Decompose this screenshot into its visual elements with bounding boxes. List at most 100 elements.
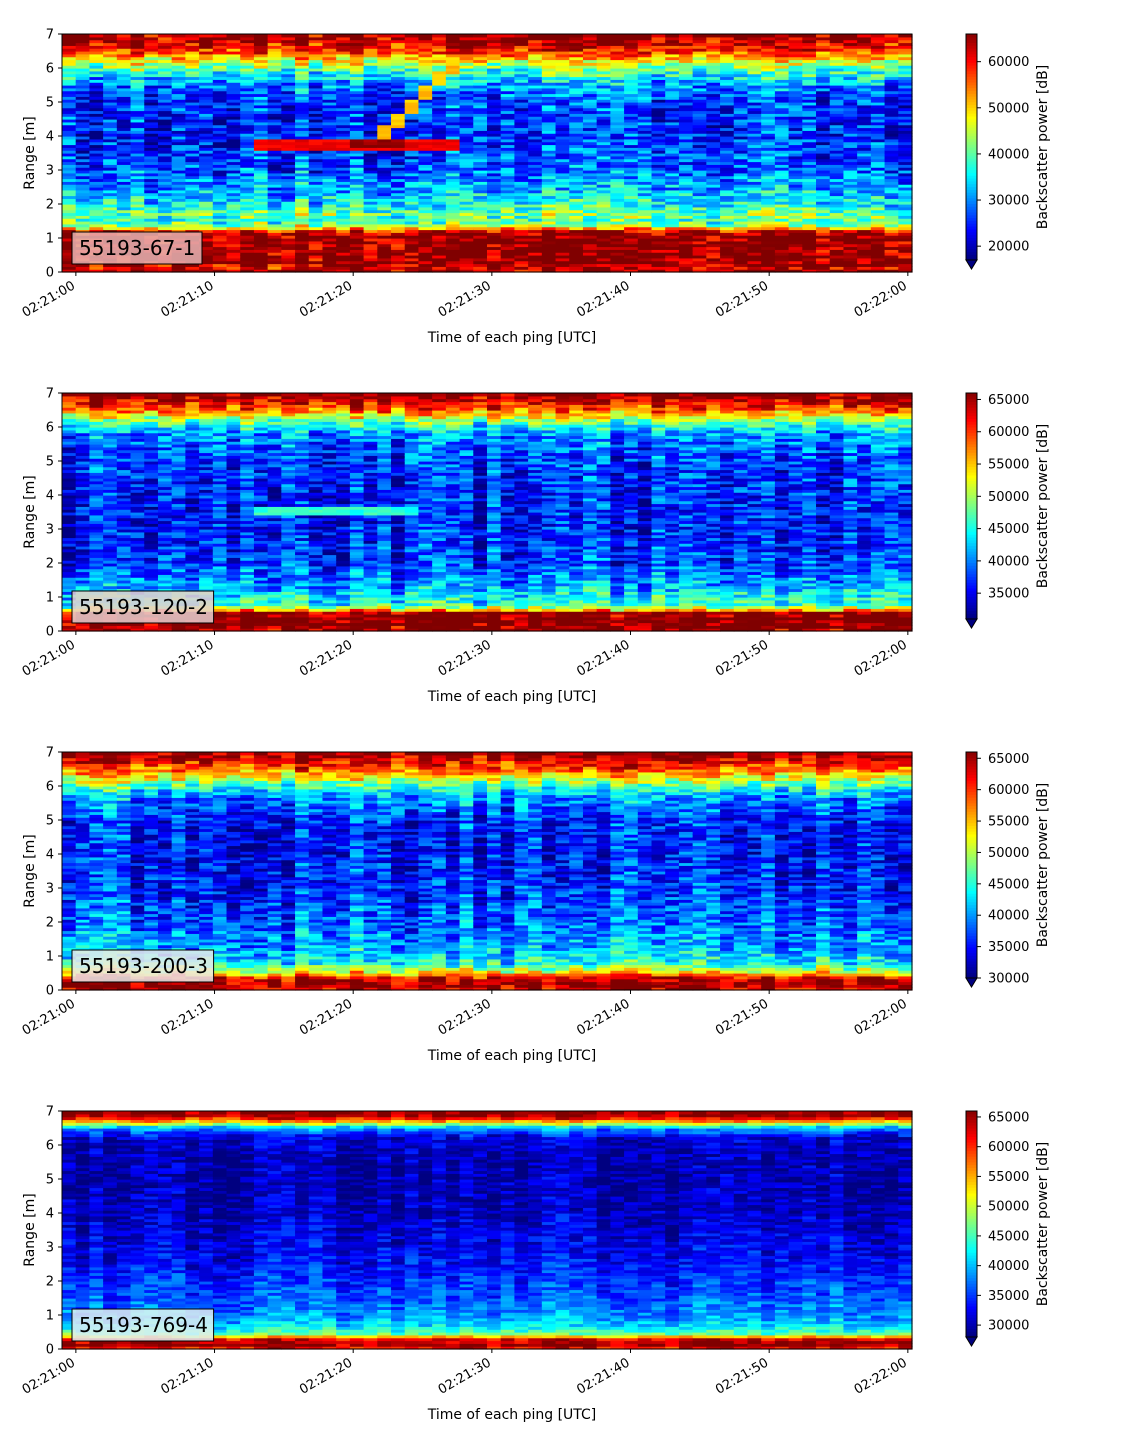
heatmap-cell [130, 102, 145, 106]
heatmap-cell [445, 215, 461, 219]
heatmap-cell [240, 232, 255, 236]
heatmap-cell [555, 96, 570, 100]
heatmap-cell [624, 147, 639, 151]
heatmap-cell [624, 238, 639, 242]
heatmap-cell [267, 102, 282, 106]
heatmap-cell [500, 141, 516, 146]
heatmap-cell [706, 181, 721, 185]
heatmap-cell [582, 73, 598, 78]
heatmap-cell [130, 229, 145, 233]
heatmap-cell [322, 167, 337, 171]
heatmap-cell [404, 130, 420, 134]
heatmap-cell [487, 113, 502, 117]
heatmap-cell [514, 62, 529, 66]
heatmap-cell [157, 263, 173, 267]
heatmap-cell [692, 240, 707, 245]
heatmap-cell [843, 223, 858, 228]
heatmap-cell [144, 39, 159, 44]
heatmap-cell [555, 48, 570, 52]
heatmap-cell [610, 161, 625, 165]
heatmap-cell [500, 229, 516, 233]
heatmap-cell [363, 141, 378, 146]
heatmap-cell [404, 249, 420, 253]
heatmap-cell [665, 232, 680, 236]
heatmap-cell [624, 266, 639, 270]
heatmap-cell [665, 51, 680, 55]
heatmap-cell [391, 45, 406, 49]
heatmap-cell [555, 36, 570, 41]
heatmap-cell [322, 104, 337, 109]
heatmap-cell [487, 119, 502, 123]
heatmap-cell [569, 206, 584, 211]
heatmap-cell [720, 53, 735, 58]
heatmap-cell [418, 51, 433, 55]
heatmap-cell [157, 102, 173, 106]
heatmap-cell [473, 153, 488, 157]
heatmap-cell [226, 53, 241, 58]
heatmap-cell [788, 260, 803, 265]
heatmap-cell [75, 215, 91, 219]
heatmap-cell [761, 189, 776, 194]
heatmap-cell [829, 175, 845, 180]
heatmap-cell [596, 164, 611, 168]
heatmap-cell [199, 238, 214, 242]
heatmap-cell [253, 113, 269, 117]
heatmap-cell [349, 246, 365, 250]
heatmap-cell [678, 249, 694, 253]
heatmap-cell [226, 195, 241, 199]
heatmap-cell [308, 175, 324, 180]
heatmap-cell [582, 150, 598, 154]
heatmap-cell [322, 246, 337, 250]
heatmap-cell [610, 252, 625, 256]
heatmap-cell [308, 144, 324, 148]
heatmap-cell [500, 238, 516, 242]
heatmap-cell [665, 175, 680, 180]
heatmap-cell [62, 36, 77, 41]
heatmap-cell [171, 164, 186, 168]
heatmap-cell [788, 144, 803, 148]
heatmap-cell [240, 184, 255, 188]
heatmap-cell [624, 136, 639, 140]
heatmap-cell [651, 36, 666, 41]
heatmap-cell [514, 192, 529, 197]
heatmap-cell [62, 76, 77, 80]
heatmap-cell [75, 229, 91, 233]
heatmap-cell [445, 42, 461, 46]
heatmap-cell [212, 260, 228, 265]
heatmap-cell [253, 252, 269, 256]
heatmap-cell [171, 229, 186, 233]
heatmap-cell [226, 62, 241, 66]
heatmap-cell [75, 136, 91, 140]
heatmap-cell [678, 82, 694, 86]
heatmap-cell [651, 102, 666, 106]
heatmap-cell [487, 130, 502, 134]
heatmap-cell [144, 90, 159, 95]
heatmap-cell [733, 164, 749, 168]
heatmap-cell [774, 36, 790, 41]
heatmap-cell [651, 130, 666, 134]
heatmap-cell [62, 240, 77, 245]
heatmap-cell [678, 257, 694, 262]
heatmap-cell [418, 221, 433, 225]
heatmap-cell [157, 133, 173, 137]
heatmap-cell [377, 243, 392, 248]
heatmap-cell [459, 235, 474, 239]
heatmap-cell [130, 121, 145, 126]
heatmap-cell [116, 34, 132, 38]
heatmap-cell [624, 121, 639, 126]
heatmap-cell [363, 82, 378, 86]
heatmap-cell [363, 62, 378, 66]
heatmap-cell [377, 93, 392, 97]
heatmap-cell [199, 209, 214, 214]
heatmap-cell [829, 257, 845, 262]
heatmap-cell [391, 119, 406, 123]
heatmap-cell [747, 204, 762, 208]
heatmap-cell [569, 90, 584, 95]
heatmap-cell [843, 53, 858, 58]
heatmap-cell [487, 172, 502, 177]
heatmap-cell [199, 85, 214, 89]
heatmap-cell [706, 201, 721, 205]
heatmap-cell [62, 255, 77, 259]
heatmap-cell [445, 232, 461, 236]
heatmap-cell [363, 42, 378, 46]
